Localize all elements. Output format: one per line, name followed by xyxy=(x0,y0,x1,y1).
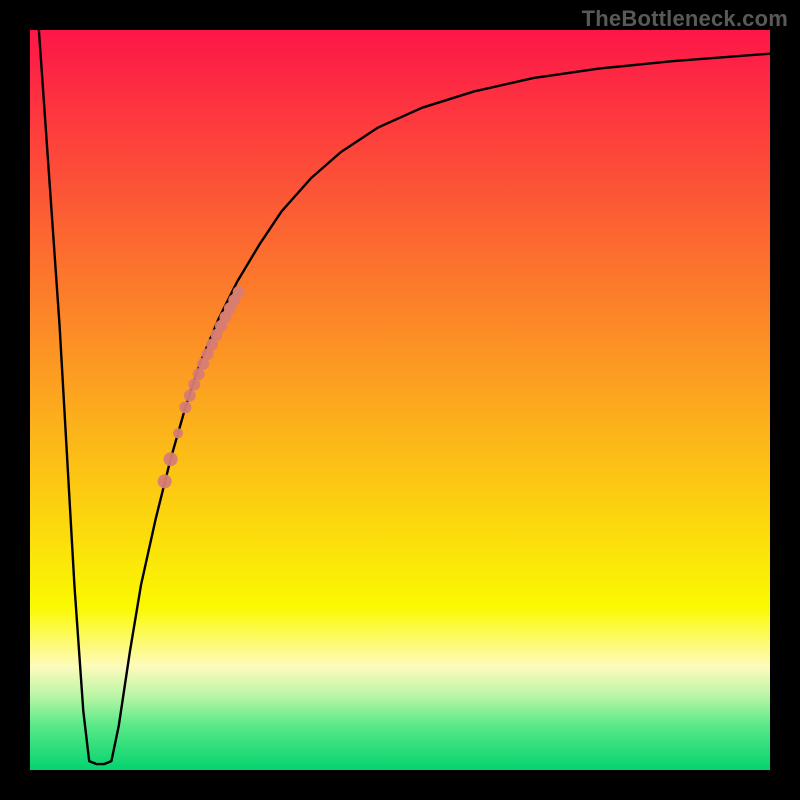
watermark-text: TheBottleneck.com xyxy=(582,6,788,32)
chart-frame: TheBottleneck.com xyxy=(0,0,800,800)
marker-dot xyxy=(188,378,200,390)
marker-dot xyxy=(184,390,196,402)
marker-dot xyxy=(164,452,178,466)
marker-dot xyxy=(179,401,191,413)
marker-dot xyxy=(173,428,183,438)
plot-area xyxy=(30,30,770,770)
plot-svg xyxy=(30,30,770,770)
gradient-background xyxy=(30,30,770,770)
marker-dot xyxy=(233,286,245,298)
marker-dot xyxy=(193,368,205,380)
marker-dot xyxy=(158,474,172,488)
